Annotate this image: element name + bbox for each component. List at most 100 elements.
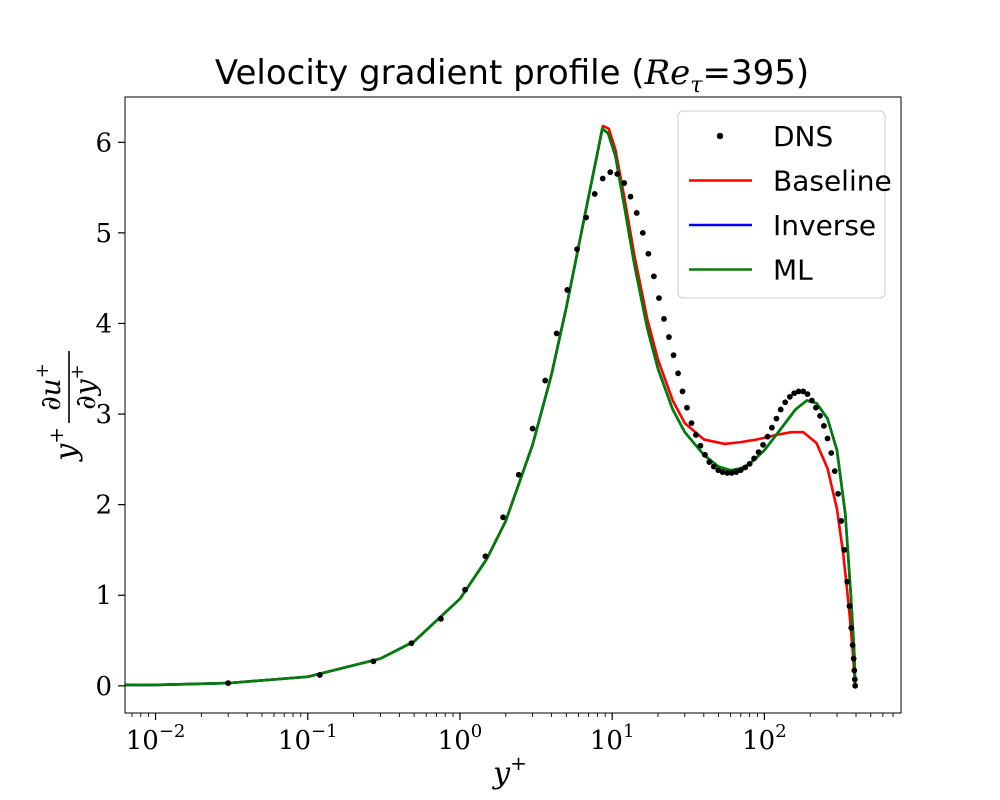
data-point-dns: [831, 468, 838, 475]
data-point-dns: [710, 463, 717, 470]
y-axis-label: y+ ∂u+ ∂y+: [32, 351, 102, 463]
data-point-dns: [791, 390, 798, 397]
plot-frame: [124, 96, 902, 714]
data-point-dns: [851, 676, 858, 683]
data-point-dns: [462, 586, 468, 593]
series-layer: [125, 124, 859, 689]
y-axis-label-num: ∂u: [34, 378, 67, 411]
y-axis-label-num-sup: +: [32, 363, 53, 378]
data-point-dns: [751, 455, 757, 462]
data-point-dns: [621, 180, 628, 186]
data-point-dns: [764, 433, 771, 440]
data-point-dns: [786, 393, 793, 400]
legend: DNS Baseline Inverse ML: [677, 110, 892, 299]
data-point-dns: [737, 467, 744, 474]
y-axis-label-factor: y+: [44, 427, 84, 463]
data-point-dns: [755, 449, 762, 456]
data-point-dns: [670, 352, 677, 359]
data-point-dns: [614, 171, 621, 177]
data-point-dns: [773, 415, 780, 422]
data-point-dns: [591, 191, 598, 197]
data-point-dns: [706, 459, 713, 465]
chart-title: Velocity gradient profile (Reτ=395): [215, 53, 809, 98]
data-point-dns: [848, 624, 855, 631]
data-point-dns: [633, 210, 640, 216]
legend-items: DNS Baseline Inverse ML: [689, 120, 892, 287]
data-point-dns: [851, 667, 858, 674]
data-point-dns: [650, 273, 657, 280]
data-point-dns: [824, 435, 831, 442]
y-axis-label-numerator: ∂u+: [32, 363, 67, 411]
data-point-dns: [688, 420, 695, 427]
x-tick-label: 102: [742, 721, 787, 756]
data-point-dns: [529, 425, 536, 432]
data-point-dns: [850, 655, 857, 662]
data-point-dns: [782, 399, 789, 406]
data-point-dns: [515, 471, 522, 478]
data-point-dns: [820, 422, 827, 429]
series-markers-dns: [225, 169, 859, 689]
data-point-dns: [733, 469, 740, 475]
data-point-dns: [800, 388, 807, 395]
data-point-dns: [768, 424, 775, 431]
x-axis-label: y+: [491, 751, 527, 791]
data-point-dns: [656, 295, 662, 302]
data-point-dns: [849, 642, 856, 648]
data-point-dns: [693, 431, 699, 438]
data-point-dns: [607, 169, 614, 176]
data-point-dns: [500, 514, 506, 521]
y-axis-label-denominator: ∂y+: [67, 364, 102, 409]
x-tick-label: 100: [438, 721, 483, 756]
data-point-dns: [316, 672, 323, 678]
data-point-dns: [438, 615, 444, 622]
data-point-dns: [225, 680, 232, 687]
data-point-dns: [553, 330, 560, 337]
data-point-dns: [639, 229, 646, 236]
data-point-dns: [564, 287, 571, 293]
y-axis-label-factor-sup: +: [44, 427, 68, 444]
legend-label-inverse: Inverse: [773, 209, 876, 242]
data-point-dns: [574, 246, 580, 253]
legend-label-baseline: Baseline: [773, 165, 892, 198]
data-point-dns: [846, 603, 853, 610]
data-point-dns: [844, 578, 851, 585]
data-point-dns: [482, 553, 489, 560]
x-axis-label-base: y: [491, 756, 511, 791]
x-tick-label: 10−1: [278, 721, 338, 756]
data-point-dns: [795, 388, 802, 395]
data-point-dns: [679, 388, 686, 395]
data-point-dns: [828, 450, 835, 456]
data-point-dns: [702, 451, 708, 458]
data-point-dns: [666, 334, 672, 340]
legend-marker-dns: [716, 132, 724, 140]
chart-title-suffix: =395): [702, 53, 809, 93]
y-axis-label-factor-base: y: [49, 443, 84, 463]
y-tick-label: 5: [95, 219, 112, 249]
data-point-dns: [835, 490, 841, 497]
data-point-dns: [684, 404, 690, 411]
x-axis-label-sup: +: [510, 751, 527, 775]
data-point-dns: [599, 175, 606, 182]
y-tick-label: 1: [95, 581, 112, 611]
y-tick-label: 3: [95, 400, 112, 430]
data-point-dns: [675, 370, 681, 377]
data-point-dns: [728, 470, 735, 476]
data-point-dns: [370, 658, 377, 665]
legend-label-dns: DNS: [773, 120, 833, 153]
data-point-dns: [760, 441, 766, 448]
legend-label-ml: ML: [773, 254, 813, 287]
data-point-dns: [719, 469, 726, 475]
chart-title-math-sub: τ: [690, 73, 703, 98]
data-point-dns: [804, 391, 811, 398]
data-point-dns: [812, 404, 819, 411]
data-point-dns: [777, 406, 784, 413]
x-tick-label: 10−2: [126, 721, 186, 756]
y-tick-label: 2: [95, 491, 112, 521]
chart-title-math: Re: [644, 53, 691, 93]
x-tick-label: 101: [590, 721, 635, 756]
data-point-dns: [724, 470, 731, 476]
data-point-dns: [697, 442, 704, 449]
legend-box: [677, 110, 886, 299]
data-point-dns: [661, 316, 667, 322]
